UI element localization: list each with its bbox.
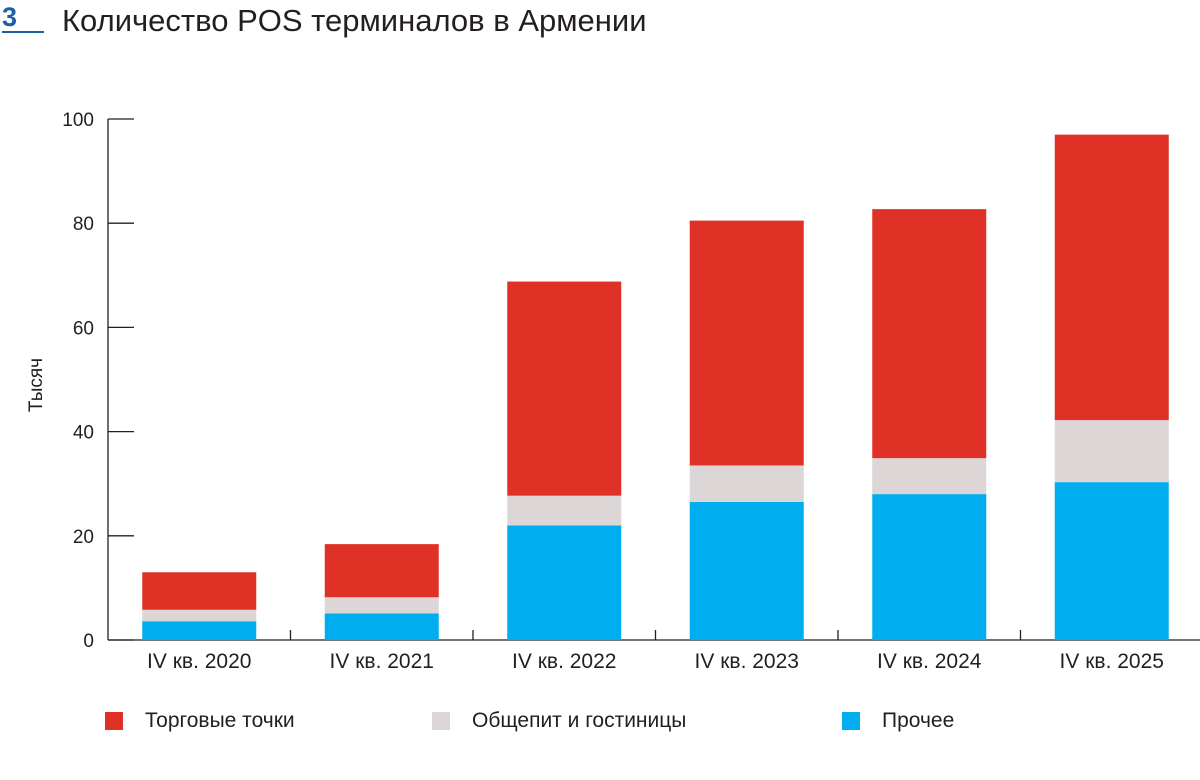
legend-label-catering: Общепит и гостиницы: [472, 709, 687, 732]
x-category-label: IV кв. 2021: [330, 650, 434, 673]
bar-segment: [142, 609, 257, 622]
legend-item-catering: Общепит и гостиницы: [432, 706, 686, 736]
bar-segment: [507, 495, 622, 526]
bar-segment: [1054, 482, 1169, 640]
bar-segment: [872, 209, 987, 459]
bar-segment: [872, 458, 987, 495]
bar-segment: [689, 501, 804, 640]
x-category-label: IV кв. 2022: [512, 650, 616, 673]
y-tick-label: 0: [83, 631, 94, 652]
legend-label-retail: Торговые точки: [145, 709, 295, 732]
x-category-label: IV кв. 2020: [147, 650, 251, 673]
y-tick-label: 80: [73, 214, 94, 235]
chart-title: Количество POS терминалов в Армении: [62, 3, 647, 38]
legend-item-retail: Торговые точки: [105, 706, 295, 736]
bar-stack: [507, 281, 622, 640]
figure-number-underline: [2, 31, 44, 33]
x-category-label: IV кв. 2024: [877, 650, 982, 673]
bar-stack: [142, 572, 257, 640]
y-tick-label: 40: [73, 423, 94, 444]
bar-segment: [324, 544, 439, 598]
bar-stack: [689, 220, 804, 640]
bar-stacks: [142, 134, 1169, 640]
legend-swatch-retail: [105, 712, 123, 730]
bar-segment: [324, 613, 439, 640]
legend-item-other: Прочее: [842, 706, 954, 736]
bar-segment: [1054, 134, 1169, 421]
x-category-label: IV кв. 2023: [695, 650, 799, 673]
x-category-label: IV кв. 2025: [1060, 650, 1164, 673]
y-axis: 0 20 40 60 80 100: [62, 110, 134, 652]
y-tick-label: 100: [62, 110, 94, 131]
legend: Торговые точки Общепит и гостиницы Проче…: [0, 706, 1200, 736]
bar-segment: [689, 465, 804, 502]
bar-segment: [142, 621, 257, 640]
bar-segment: [1054, 420, 1169, 483]
bar-segment: [507, 281, 622, 496]
y-tick-label: 60: [73, 318, 94, 339]
y-tick-label: 20: [73, 527, 94, 548]
bar-segment: [324, 597, 439, 614]
x-axis: IV кв. 2020 IV кв. 2021 IV кв. 2022 IV кв. …: [108, 630, 1200, 673]
bar-stack: [1054, 134, 1169, 640]
bar-stack: [324, 544, 439, 640]
bar-segment: [689, 220, 804, 466]
legend-swatch-other: [842, 712, 860, 730]
bar-segment: [872, 494, 987, 640]
y-axis-label: Тысяч: [26, 358, 47, 412]
bar-stack: [872, 209, 987, 640]
legend-swatch-catering: [432, 712, 450, 730]
bar-segment: [507, 525, 622, 640]
legend-label-other: Прочее: [882, 709, 955, 732]
figure-number: 3: [2, 2, 18, 32]
bar-segment: [142, 572, 257, 610]
